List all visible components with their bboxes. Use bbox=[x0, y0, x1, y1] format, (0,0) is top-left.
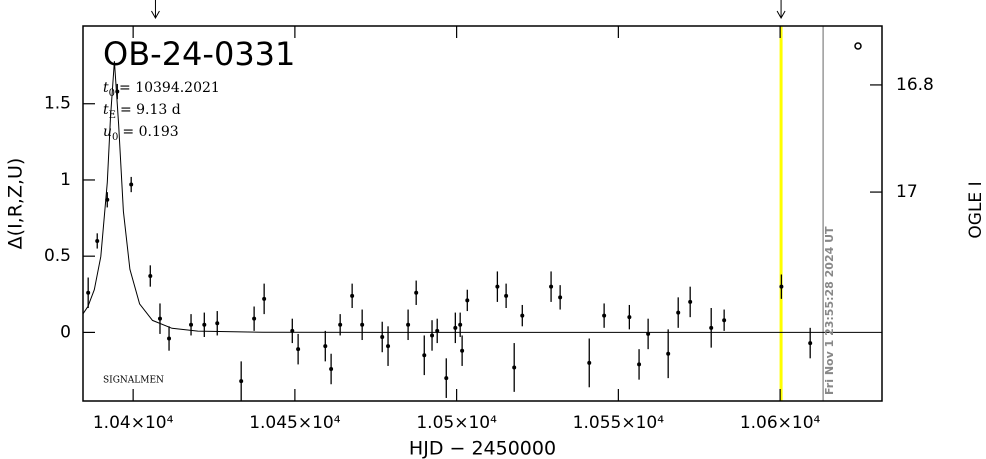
data-point bbox=[666, 351, 671, 356]
y-tick-label: 0 bbox=[60, 322, 71, 342]
parameter-value: = 0.193 bbox=[122, 124, 178, 140]
parameter-symbol: t bbox=[103, 80, 109, 96]
data-point bbox=[808, 341, 813, 346]
data-point bbox=[115, 89, 120, 94]
parameter: tE = 9.13 d bbox=[103, 102, 181, 121]
data-point bbox=[512, 365, 517, 370]
parameter-subscript: E bbox=[109, 110, 116, 121]
data-point bbox=[465, 298, 470, 303]
chart-title: OB-24-0331 bbox=[103, 35, 295, 73]
data-point bbox=[414, 290, 419, 295]
data-point bbox=[296, 347, 301, 352]
arrow bbox=[776, 0, 786, 20]
data-point bbox=[435, 328, 440, 333]
parameter-subscript: 0 bbox=[112, 132, 118, 143]
data-point bbox=[215, 321, 220, 326]
data-point bbox=[148, 274, 153, 278]
x-tick-label: 1.055×10⁴ bbox=[573, 413, 665, 433]
data-point bbox=[189, 322, 194, 327]
parameter-symbol: t bbox=[103, 102, 109, 118]
data-point bbox=[105, 197, 110, 202]
y2-tick-label: 17 bbox=[896, 182, 918, 202]
data-point bbox=[167, 336, 172, 341]
data-point bbox=[95, 238, 100, 243]
data-point bbox=[380, 334, 385, 339]
parameter-value: = 9.13 d bbox=[120, 102, 181, 118]
data-point bbox=[587, 360, 592, 365]
parameter-symbol: u bbox=[103, 124, 112, 140]
data-point bbox=[360, 322, 365, 327]
x-axis-label: HJD − 2450000 bbox=[409, 438, 556, 459]
data-point bbox=[460, 348, 465, 353]
x-tick-label: 1.04×10⁴ bbox=[93, 413, 174, 433]
data-point bbox=[329, 366, 334, 371]
data-point bbox=[709, 325, 714, 330]
x-tick-label: 1.06×10⁴ bbox=[740, 413, 821, 433]
data-point bbox=[688, 299, 693, 304]
data-point bbox=[458, 322, 463, 327]
data-point bbox=[453, 325, 458, 330]
data-point bbox=[602, 313, 607, 318]
data-point bbox=[520, 313, 525, 318]
y-axis-label: Δ(I,R,Z,U) bbox=[5, 158, 27, 250]
data-point bbox=[444, 376, 449, 381]
model-curve bbox=[82, 61, 883, 333]
data-point bbox=[676, 310, 681, 315]
data-point bbox=[202, 322, 207, 327]
parameter: u0 = 0.193 bbox=[103, 124, 179, 143]
data-point bbox=[129, 182, 134, 187]
y2-axis-label: OGLE I bbox=[966, 181, 986, 238]
data-point bbox=[430, 333, 435, 338]
data-point bbox=[549, 284, 554, 289]
data-point bbox=[290, 328, 295, 333]
data-point bbox=[637, 362, 642, 367]
x-tick-label: 1.045×10⁴ bbox=[249, 413, 341, 433]
data-point bbox=[406, 322, 411, 327]
data-point bbox=[627, 315, 632, 320]
y-tick-label: 1 bbox=[60, 170, 71, 190]
data-point bbox=[323, 344, 328, 349]
data-point bbox=[157, 316, 162, 321]
data-point bbox=[338, 322, 343, 327]
data-point bbox=[386, 344, 391, 349]
data-point bbox=[239, 379, 244, 384]
data-point bbox=[779, 284, 784, 289]
y-tick-label: 0.5 bbox=[44, 246, 71, 266]
data-point bbox=[495, 284, 500, 289]
y-tick-label: 1.5 bbox=[44, 94, 71, 114]
parameter-subscript: 0 bbox=[109, 88, 115, 99]
parameter: t0 = 10394.2021 bbox=[103, 80, 220, 99]
plot-frame bbox=[82, 25, 883, 402]
data-point bbox=[86, 290, 91, 295]
x-tick-label: 1.05×10⁴ bbox=[416, 413, 497, 433]
parameter-value: = 10394.2021 bbox=[119, 80, 220, 96]
timestamp: Fri Nov 1 23:55:28 2024 UT bbox=[823, 226, 836, 395]
data-point bbox=[350, 293, 355, 298]
source-label: SIGNALMEN bbox=[103, 376, 164, 386]
symbol bbox=[854, 42, 862, 50]
y2-tick-label: 16.8 bbox=[896, 75, 934, 95]
data-point bbox=[504, 293, 509, 298]
data-point bbox=[252, 316, 257, 321]
data-point bbox=[558, 295, 563, 300]
arrow bbox=[151, 0, 160, 20]
data-point bbox=[262, 296, 267, 301]
data-point bbox=[646, 331, 651, 336]
data-point bbox=[422, 353, 427, 358]
data-point bbox=[722, 318, 727, 323]
